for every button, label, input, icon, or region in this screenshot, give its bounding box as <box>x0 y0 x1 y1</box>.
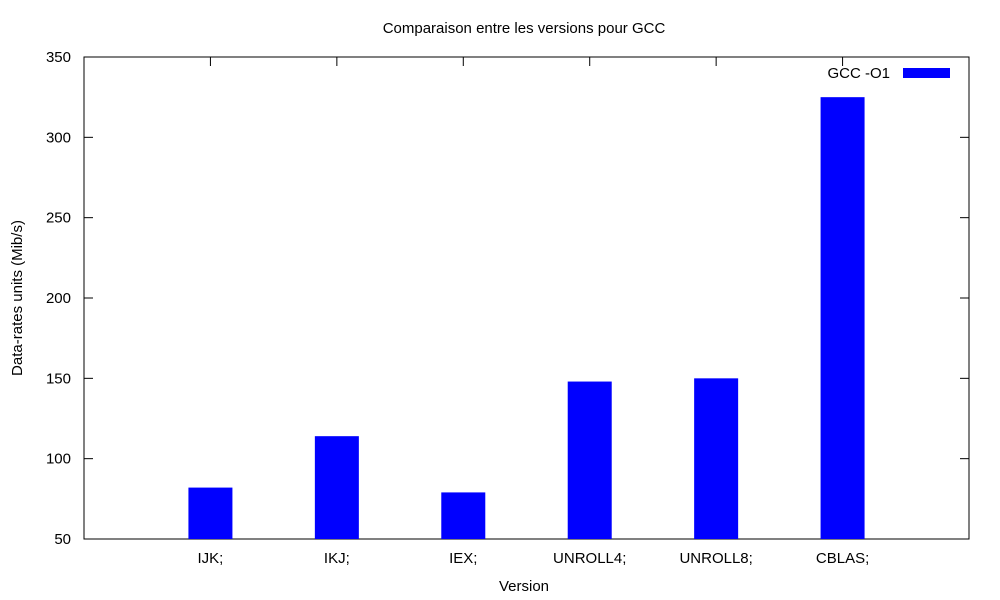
y-tick-label: 50 <box>54 531 71 548</box>
y-tick-label: 300 <box>46 129 71 146</box>
x-tick-label: IEX; <box>449 550 477 567</box>
y-tick-label: 100 <box>46 451 71 468</box>
y-tick-label: 250 <box>46 210 71 227</box>
x-tick-label: IKJ; <box>324 550 350 567</box>
y-tick-label: 350 <box>46 49 71 66</box>
bar-ikj <box>314 436 359 539</box>
x-axis-label: Version <box>499 578 549 595</box>
x-tick-label: UNROLL4; <box>553 550 626 567</box>
x-tick-label: UNROLL8; <box>679 550 752 567</box>
x-axis: IJK; IKJ; IEX; UNROLL4; UNROLL8; CBLAS; <box>198 57 869 567</box>
y-tick-label: 200 <box>46 290 71 307</box>
y-axis: 50 100 150 200 250 300 350 <box>46 49 969 548</box>
bar-unroll8 <box>694 378 739 539</box>
x-tick-label: CBLAS; <box>816 550 869 567</box>
bar-series <box>188 97 865 540</box>
y-tick-label: 150 <box>46 370 71 387</box>
bar-ijk <box>188 487 233 539</box>
legend: GCC -O1 <box>827 65 950 82</box>
y-axis-label: Data-rates units (Mib/s) <box>9 220 26 376</box>
legend-label: GCC -O1 <box>827 65 890 82</box>
chart-title: Comparaison entre les versions pour GCC <box>383 20 666 37</box>
legend-swatch <box>903 68 950 78</box>
x-tick-label: IJK; <box>198 550 224 567</box>
bar-iex <box>441 492 486 539</box>
bar-unroll4 <box>567 381 612 539</box>
bar-cblas <box>820 97 865 540</box>
